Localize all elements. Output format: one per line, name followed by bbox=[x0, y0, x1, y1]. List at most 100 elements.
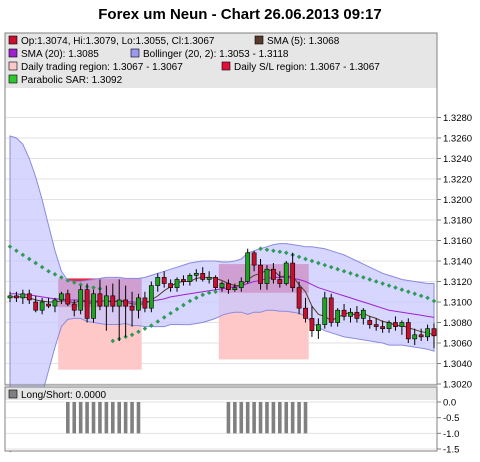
y-tick-label: 1.3180 bbox=[443, 216, 472, 227]
long-short-bar bbox=[91, 402, 96, 434]
psar-point bbox=[361, 275, 366, 280]
candle-body bbox=[418, 334, 424, 338]
long-short-bar bbox=[271, 402, 276, 434]
long-short-bar bbox=[226, 402, 231, 434]
long-short-bar bbox=[252, 402, 256, 434]
psar-point bbox=[277, 249, 283, 255]
candle-body bbox=[148, 285, 154, 309]
long-short-panel: Long/Short: 0.0000 0.0 -0.5 -1.0 -1.5 bbox=[4, 386, 459, 456]
long-short-label: Long/Short: 0.0000 bbox=[21, 390, 107, 401]
candlestick-layer bbox=[7, 248, 437, 349]
candle-body bbox=[232, 287, 238, 290]
long-short-bar bbox=[117, 402, 122, 434]
long-short-bar bbox=[303, 402, 308, 434]
y-tick-label: 1.3060 bbox=[443, 339, 472, 350]
legend-swatch-sma5 bbox=[254, 35, 264, 45]
candle-body bbox=[78, 289, 84, 311]
psar-point bbox=[328, 264, 334, 270]
psar-point bbox=[386, 283, 392, 288]
candle-body bbox=[161, 277, 167, 284]
y-tick-label: 1.3020 bbox=[443, 380, 472, 391]
candle-body bbox=[431, 328, 437, 337]
candle-body bbox=[264, 268, 270, 284]
y-tick-label: 1.3140 bbox=[443, 257, 472, 268]
candle-body bbox=[367, 320, 373, 325]
long-short-bar bbox=[78, 402, 83, 434]
candle-body bbox=[52, 299, 58, 307]
long-short-tick-label: -0.5 bbox=[443, 413, 459, 424]
long-short-bar bbox=[123, 402, 128, 434]
candle-body bbox=[103, 295, 109, 307]
long-short-bar bbox=[66, 402, 70, 434]
legend-label-daily_trading: Daily trading region: 1.3067 - 1.3067 bbox=[21, 62, 183, 73]
candle-body bbox=[277, 279, 283, 284]
long-short-bars bbox=[66, 402, 308, 434]
legend-label-bollinger: Bollinger (20, 2): 1.3053 - 1.3118 bbox=[143, 49, 289, 60]
candle-body bbox=[33, 301, 39, 311]
psar-point bbox=[341, 268, 347, 274]
candle-body bbox=[296, 287, 302, 309]
long-short-bar bbox=[258, 402, 263, 434]
candle-body bbox=[59, 293, 64, 301]
psar-point bbox=[174, 306, 180, 312]
long-short-y-axis: 0.0 -0.5 -1.0 -1.5 bbox=[437, 398, 459, 456]
chart-title: Forex um Neun - Chart 26.06.2013 09:17 bbox=[98, 6, 381, 23]
long-short-bar bbox=[290, 402, 295, 434]
y-tick-label: 1.3080 bbox=[443, 318, 472, 329]
candle-body bbox=[386, 322, 392, 329]
legend-label-ohlc: Op:1.3074, Hi:1.3079, Lo:1.3055, Cl:1.30… bbox=[21, 36, 215, 47]
bollinger-layer bbox=[9, 135, 435, 453]
candle-body bbox=[39, 301, 45, 311]
candle-body bbox=[155, 277, 161, 286]
candle-body bbox=[91, 293, 96, 319]
candle-body bbox=[200, 272, 206, 280]
y-tick-label: 1.3280 bbox=[443, 113, 472, 124]
long-short-tick-label: 0.0 bbox=[443, 398, 456, 409]
legend-label-daily_sl: Daily S/L region: 1.3067 - 1.3067 bbox=[234, 62, 380, 73]
psar-point bbox=[296, 254, 302, 260]
candle-body bbox=[290, 262, 296, 288]
candle-body bbox=[258, 264, 263, 284]
long-short-bar bbox=[265, 402, 269, 434]
candle-body bbox=[142, 297, 148, 309]
long-short-tick-label: -1.5 bbox=[443, 445, 459, 456]
long-short-bar bbox=[130, 402, 134, 434]
candle-body bbox=[20, 293, 26, 299]
psar-point bbox=[406, 289, 411, 295]
price-panel-frame bbox=[4, 32, 438, 386]
y-tick-label: 1.3040 bbox=[443, 359, 472, 370]
long-short-bar bbox=[98, 402, 102, 434]
candle-body bbox=[26, 293, 32, 301]
candle-body bbox=[405, 322, 411, 340]
candle-body bbox=[7, 295, 13, 299]
long-short-bar bbox=[278, 402, 282, 434]
candle-body bbox=[348, 311, 353, 317]
long-short-grid bbox=[6, 401, 436, 450]
long-short-bar bbox=[239, 402, 244, 434]
psar-point bbox=[136, 329, 141, 334]
y-tick-label: 1.3220 bbox=[443, 175, 472, 186]
psar-point bbox=[161, 315, 167, 320]
psar-point bbox=[399, 287, 405, 292]
candle-body bbox=[245, 252, 251, 282]
candle-body bbox=[206, 277, 212, 280]
candle-body bbox=[219, 283, 225, 288]
candle-body bbox=[341, 309, 347, 317]
long-short-bar bbox=[233, 402, 237, 434]
candle-body bbox=[116, 299, 122, 307]
legend-swatch-sma20 bbox=[8, 48, 18, 58]
candle-body bbox=[46, 303, 51, 307]
price-y-axis: 1.3020 1.3040 1.3060 1.3080 1.3100 1.3120 1.31… bbox=[437, 113, 472, 391]
candle-body bbox=[322, 297, 328, 325]
psar-point bbox=[200, 292, 205, 298]
candle-body bbox=[238, 281, 244, 288]
candle-body bbox=[14, 295, 19, 299]
psar-point bbox=[431, 298, 437, 304]
legend-swatch-daily_trading bbox=[8, 61, 18, 71]
long-short-bar bbox=[284, 402, 289, 434]
long-short-swatch bbox=[8, 389, 18, 399]
candle-body bbox=[393, 322, 398, 327]
bollinger-band bbox=[9, 135, 435, 453]
candle-body bbox=[136, 297, 141, 311]
